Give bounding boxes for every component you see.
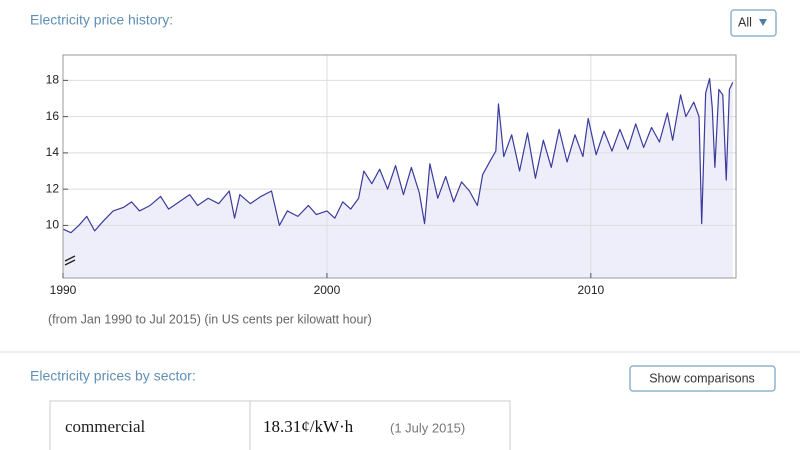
plot-frame (62, 54, 737, 279)
y-tick-label: 18 (46, 73, 60, 87)
range-button-label[interactable]: All (738, 15, 752, 29)
section-title: Electricity prices by sector: (30, 368, 196, 384)
x-tick-label: 1990 (50, 283, 77, 297)
y-tick-label: 16 (46, 109, 60, 123)
table-cell: 18.31¢/kW·h (263, 417, 354, 436)
plot: 10 12 14 16 18 1990 2000 2010 (46, 54, 737, 297)
table-cell: commercial (65, 417, 146, 436)
chart-note: (from Jan 1990 to Jul 2015) (in US cents… (48, 312, 372, 326)
y-tick-label: 12 (46, 181, 60, 195)
y-tick-label: 10 (46, 218, 60, 232)
range-button[interactable] (730, 9, 777, 37)
dropdown-arrow (759, 19, 767, 26)
area-fill (63, 78, 733, 278)
comparisons-button-label[interactable]: Show comparisons (649, 371, 755, 385)
price-line (62, 77, 734, 234)
axis-break (64, 255, 76, 266)
comparisons-button[interactable] (629, 365, 776, 392)
table-cell-date: (1 July 2015) (390, 420, 465, 435)
x-tick-label: 2010 (577, 283, 604, 297)
section-title: Electricity price history: (30, 12, 173, 28)
y-tick-label: 14 (46, 145, 60, 159)
x-tick-label: 2000 (314, 283, 341, 297)
table-frame (49, 400, 511, 450)
